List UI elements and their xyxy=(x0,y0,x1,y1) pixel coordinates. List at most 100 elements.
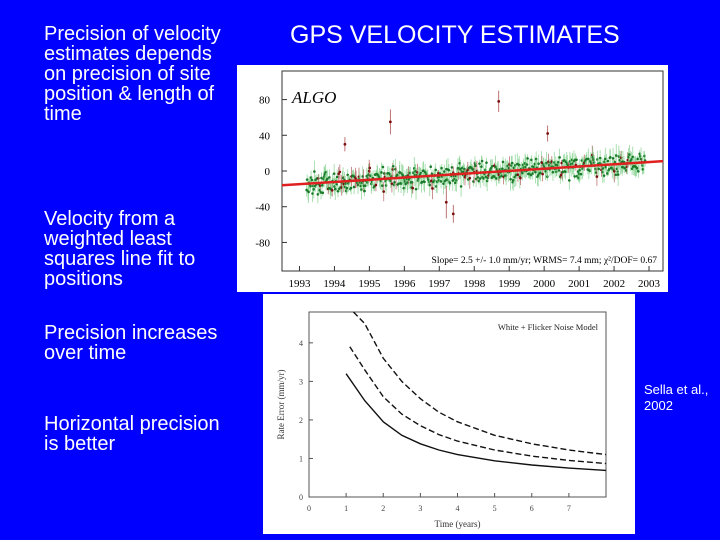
data-point xyxy=(575,158,578,162)
data-point xyxy=(592,161,596,164)
data-point xyxy=(494,165,497,169)
data-point xyxy=(321,183,324,187)
data-point xyxy=(606,172,609,175)
data-point xyxy=(398,171,402,174)
data-point xyxy=(363,189,366,193)
data-point xyxy=(337,172,340,176)
y-tick-label: 1 xyxy=(299,454,303,463)
legend-label: White + Flicker Noise Model xyxy=(498,322,599,332)
x-tick-label: 5 xyxy=(493,504,497,513)
data-point xyxy=(559,173,563,177)
y-tick-label: 3 xyxy=(299,377,303,386)
data-point xyxy=(480,159,484,163)
data-point xyxy=(453,181,457,185)
data-point xyxy=(478,177,482,180)
data-point xyxy=(402,186,406,190)
data-point xyxy=(434,168,437,172)
data-point xyxy=(345,186,349,190)
x-tick-label: 6 xyxy=(530,504,534,513)
bullet-horizontal-precision: Horizontal precision is better xyxy=(44,413,220,455)
data-point xyxy=(477,179,481,183)
data-point xyxy=(381,184,384,187)
data-point xyxy=(614,173,618,177)
data-point xyxy=(587,157,590,161)
x-tick-label: 2003 xyxy=(638,278,661,290)
data-point xyxy=(429,179,433,183)
data-point xyxy=(606,159,610,163)
data-point xyxy=(630,158,633,161)
data-point xyxy=(397,182,400,186)
data-point xyxy=(430,172,434,176)
x-tick-label: 1 xyxy=(344,504,348,513)
data-point xyxy=(623,166,627,170)
data-point xyxy=(564,170,567,174)
series-line-3 xyxy=(345,373,607,472)
data-point xyxy=(529,173,533,177)
data-point xyxy=(590,153,594,157)
data-point xyxy=(429,165,432,169)
data-point xyxy=(555,170,558,174)
data-point xyxy=(336,189,340,193)
velocity-time-series-svg: 80 40 0 -40 -80 1993 1994 1995 1996 1997 1998 1999 2… xyxy=(255,70,664,290)
station-label: ALGO xyxy=(291,88,336,107)
x-tick-label: 0 xyxy=(307,504,311,513)
x-tick-label: 2000 xyxy=(533,278,556,290)
data-point xyxy=(307,190,310,194)
slide-title: GPS VELOCITY ESTIMATES xyxy=(290,21,620,49)
data-point xyxy=(471,168,475,171)
data-point xyxy=(541,172,544,176)
data-point xyxy=(551,170,555,174)
x-tick-label: 2001 xyxy=(568,278,590,290)
data-point xyxy=(573,175,577,178)
data-point xyxy=(442,182,445,185)
data-point xyxy=(616,173,620,176)
data-point xyxy=(480,165,483,168)
data-point xyxy=(311,192,314,195)
data-point xyxy=(602,174,606,177)
data-point xyxy=(557,169,561,172)
data-point xyxy=(459,168,462,171)
data-point xyxy=(330,189,334,192)
data-point xyxy=(404,182,407,186)
data-point xyxy=(485,161,488,164)
fit-statistics: Slope= 2.5 +/- 1.0 mm/yr; WRMS= 7.4 mm; … xyxy=(432,256,658,266)
data-point xyxy=(391,164,395,168)
series-line-2 xyxy=(349,346,607,465)
data-point xyxy=(443,170,446,173)
data-point xyxy=(363,184,367,188)
data-point xyxy=(388,120,392,124)
data-point xyxy=(446,178,449,182)
data-point xyxy=(352,185,356,189)
data-point xyxy=(561,170,565,174)
data-point xyxy=(511,178,515,182)
data-point xyxy=(598,156,602,160)
x-tick-label: 1993 xyxy=(288,278,311,290)
data-point xyxy=(521,171,524,175)
data-point xyxy=(444,200,448,204)
data-point xyxy=(344,182,347,185)
data-point xyxy=(332,172,336,175)
data-point xyxy=(305,178,309,181)
data-point xyxy=(501,160,505,164)
data-point xyxy=(576,170,580,173)
data-point xyxy=(381,165,385,169)
y-tick-label: 80 xyxy=(259,95,271,107)
data-point xyxy=(414,187,418,191)
data-point xyxy=(579,172,583,176)
data-point xyxy=(468,176,472,180)
y-tick-label: 2 xyxy=(299,416,303,425)
data-point xyxy=(534,170,537,174)
data-point xyxy=(595,175,599,178)
data-point xyxy=(474,164,477,168)
data-point xyxy=(338,170,342,174)
data-point xyxy=(519,176,522,180)
data-point xyxy=(628,153,631,156)
data-point xyxy=(321,191,325,195)
data-point xyxy=(614,154,618,157)
y-tick-label: 0 xyxy=(299,493,303,502)
data-point xyxy=(390,182,394,185)
data-point xyxy=(349,186,353,190)
x-tick-label: 1997 xyxy=(428,278,451,290)
data-point xyxy=(613,160,617,164)
x-tick-label: 4 xyxy=(456,504,460,513)
